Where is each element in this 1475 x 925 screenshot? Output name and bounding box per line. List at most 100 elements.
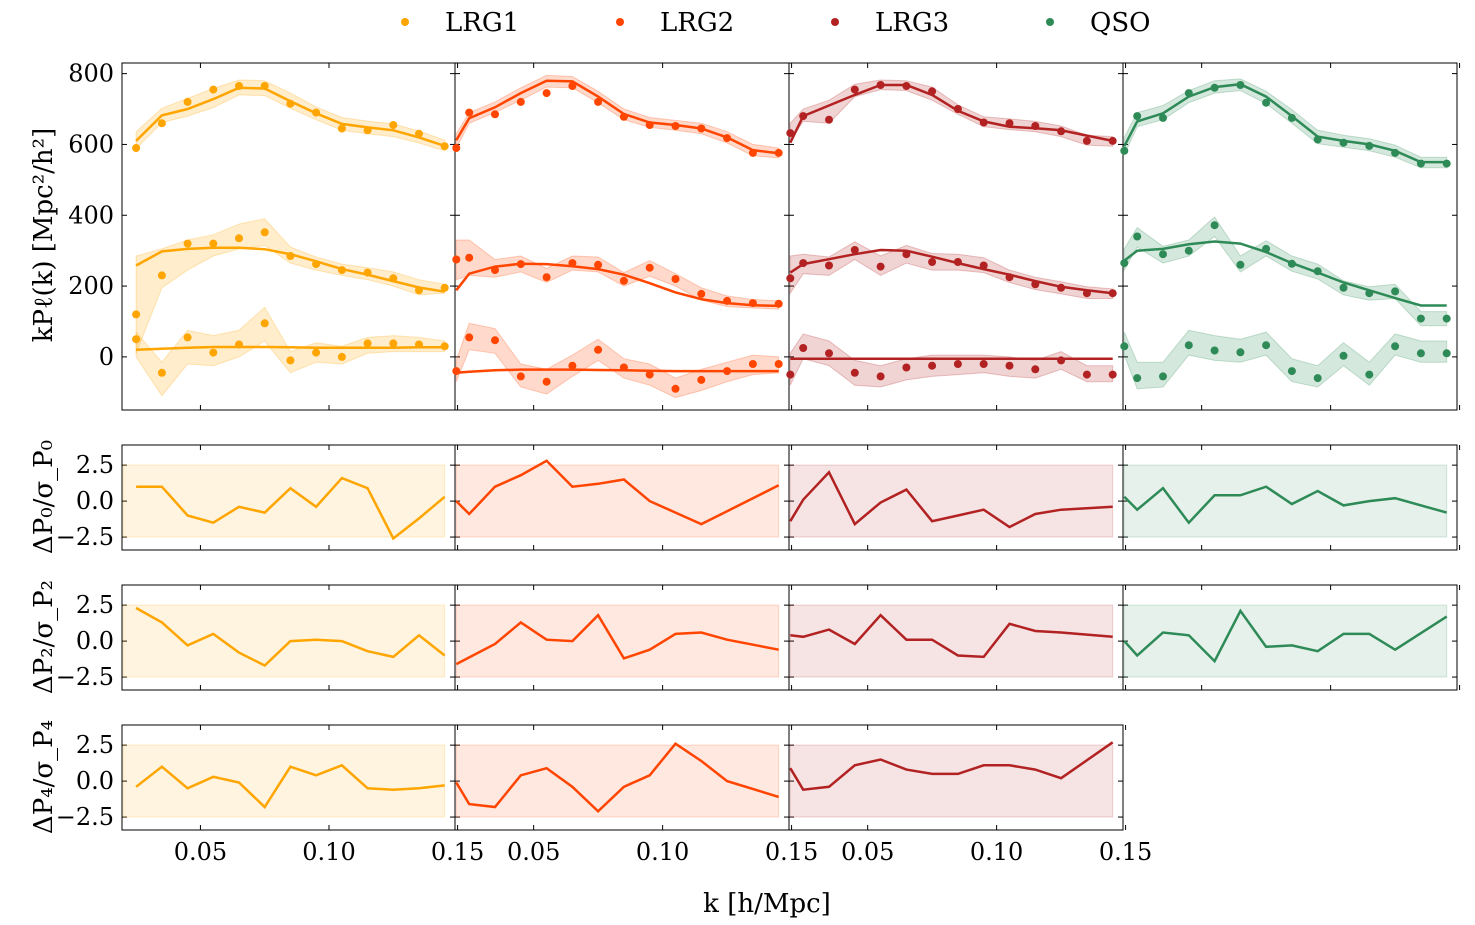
legend-marker-qso: [1046, 18, 1054, 26]
data-point-qso-p2: [1391, 287, 1400, 296]
tick-labels: 0 200 400 600 800 2.5 0.0 −2.5 2.5 0.0 −2.5 2.5 0.0 −…: [56, 60, 1153, 866]
data-point-lrg1-p0: [235, 82, 243, 90]
data-point-qso-p2: [1120, 259, 1129, 268]
data-point-lrg2-p2: [452, 255, 461, 264]
data-point-qso-p4: [1159, 372, 1167, 381]
residual-line-lrg3-p2: [790, 613, 1113, 659]
data-point-lrg1-p4: [132, 335, 141, 344]
panel-main-lrg1: [121, 62, 459, 411]
data-point-qso-p4: [1339, 351, 1348, 360]
model-line-qso-p2: [1123, 240, 1447, 307]
data-point-lrg3-p0: [979, 118, 988, 127]
legend-label-lrg2: LRG2: [660, 8, 734, 38]
data-point-lrg2-p4: [748, 360, 757, 368]
data-point-lrg2-p2: [465, 253, 474, 262]
panel-main-lrg2: [452, 62, 793, 411]
residual-band: [122, 744, 446, 818]
y-tick-label-residual: −2.5: [56, 803, 114, 831]
data-point-qso-p4: [1133, 374, 1142, 383]
axes-frame: [1122, 62, 1458, 411]
data-point-lrg3-p0: [799, 112, 808, 121]
data-point-qso-p4: [1210, 346, 1219, 355]
data-point-lrg3-p0: [786, 129, 795, 138]
data-point-lrg1-p4: [337, 352, 346, 361]
data-point-lrg1-p0: [183, 97, 192, 106]
x-axis-label: k [h/Mpc]: [703, 889, 831, 919]
data-point-lrg3-p4: [1082, 370, 1091, 379]
data-point-lrg3-p2: [850, 246, 859, 254]
axes-frame: [1122, 444, 1458, 551]
data-point-lrg2-p2: [516, 260, 525, 269]
y-axis-label-residual-p2: ΔP₂/σ_P₂: [29, 580, 59, 694]
data-point-qso-p0: [1313, 135, 1322, 144]
data-point-lrg2-p4: [452, 367, 461, 376]
data-point-lrg3-p0: [902, 82, 911, 90]
data-point-lrg3-p0: [825, 115, 833, 124]
band-lrg1-p2: [135, 218, 446, 354]
data-point-lrg3-p0: [1108, 136, 1117, 145]
panel-residual-lrg3-p2: [788, 584, 1127, 691]
data-point-qso-p2: [1287, 259, 1296, 268]
data-point-lrg2-p0: [542, 89, 551, 98]
data-point-lrg1-p2: [363, 268, 372, 277]
data-point-lrg3-p4: [902, 363, 911, 372]
residual-line-lrg3-p0: [789, 470, 1113, 529]
data-point-lrg1-p2: [157, 271, 166, 280]
band-lrg3-p4: [789, 333, 1114, 388]
data-point-qso-p4: [1120, 342, 1129, 351]
panel-main-qso: [1120, 62, 1461, 411]
y-tick-label-main: 200: [68, 272, 114, 300]
model-line-lrg2-p4: [456, 368, 779, 375]
data-point-lrg2-p4: [671, 384, 680, 393]
band-qso-p4: [1123, 329, 1448, 390]
data-point-lrg2-p2: [619, 276, 628, 285]
legend-label-qso: QSO: [1090, 8, 1150, 38]
data-point-lrg3-p2: [1057, 283, 1066, 292]
panel-residual-qso-p0: [1122, 444, 1461, 551]
y-tick-label-residual: 0.0: [76, 627, 114, 655]
y-tick-label-residual: 2.5: [76, 591, 114, 619]
data-point-lrg3-p2: [928, 258, 937, 266]
data-point-qso-p0: [1210, 83, 1219, 92]
legend-marker-lrg1: [401, 18, 409, 26]
model-line-lrg2-p2: [455, 262, 779, 308]
data-point-qso-p2: [1313, 267, 1322, 276]
data-point-lrg3-p2: [1005, 273, 1014, 282]
panel-residual-lrg2-p4: [454, 724, 793, 831]
data-point-qso-p0: [1339, 138, 1348, 147]
data-point-lrg2-p2: [594, 260, 603, 269]
data-point-lrg3-p4: [876, 372, 885, 381]
data-point-qso-p4: [1313, 374, 1322, 383]
data-point-lrg1-p2: [183, 239, 192, 248]
data-point-lrg1-p0: [132, 144, 141, 152]
y-axis-label-residual-p0: ΔP₀/σ_P₀: [29, 440, 59, 554]
data-point-lrg3-p0: [928, 87, 937, 96]
residual-band: [789, 744, 1114, 818]
model-line-lrg3-p2: [789, 248, 1113, 295]
data-point-lrg3-p2: [799, 259, 808, 268]
data-point-lrg3-p4: [928, 361, 937, 370]
y-tick-label-main: 0: [99, 343, 114, 371]
data-point-qso-p4: [1287, 367, 1296, 376]
data-point-lrg2-p0: [619, 112, 628, 121]
legend-marker-lrg2: [616, 18, 624, 26]
data-point-qso-p4: [1184, 341, 1193, 350]
data-point-lrg3-p0: [1057, 127, 1066, 136]
residual-line-lrg3-p4: [789, 741, 1114, 792]
data-point-lrg2-p4: [491, 336, 499, 345]
residual-band: [789, 464, 1114, 538]
residual-band: [122, 604, 446, 678]
data-point-lrg2-p0: [568, 82, 577, 90]
data-point-lrg3-p4: [1005, 361, 1014, 370]
data-point-lrg1-p0: [440, 142, 449, 151]
residual-line-qso-p0: [1123, 485, 1448, 525]
data-point-lrg1-p2: [440, 283, 449, 292]
data-point-lrg2-p4: [774, 360, 783, 368]
data-point-qso-p2: [1339, 283, 1348, 292]
data-point-lrg1-p0: [286, 99, 295, 108]
data-point-qso-p4: [1365, 370, 1374, 379]
residual-band: [789, 604, 1114, 678]
data-point-lrg2-p4: [645, 370, 654, 379]
panels: [121, 62, 1461, 831]
y-tick-label-residual: 0.0: [76, 767, 114, 795]
